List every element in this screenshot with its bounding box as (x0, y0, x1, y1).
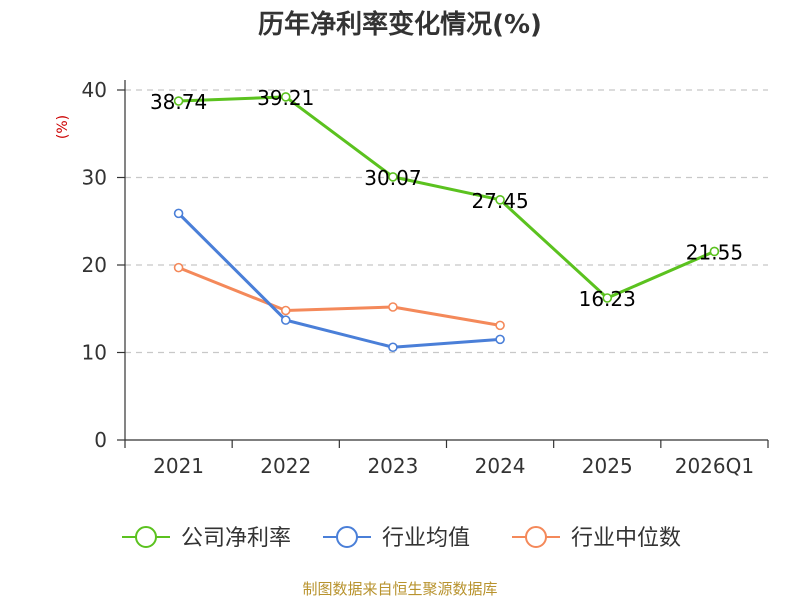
data-point (280, 92, 291, 102)
y-tick-label: 10 (82, 341, 107, 365)
data-label: 39.21 (257, 86, 314, 110)
legend-label: 公司净利率 (181, 526, 291, 551)
legend-label: 行业均值 (382, 526, 470, 551)
data-point (495, 334, 505, 345)
data-point (602, 293, 613, 303)
data-point (388, 302, 398, 312)
x-tick-label: 2026Q1 (675, 454, 754, 478)
data-label: 38.74 (150, 90, 207, 114)
legend-marker (135, 526, 157, 548)
series-line-1 (177, 212, 501, 349)
y-tick-label: 20 (82, 253, 107, 277)
x-tick-label: 2022 (260, 454, 311, 478)
legend-label: 行业中位数 (571, 526, 681, 551)
data-point (280, 305, 291, 316)
x-tick-label: 2024 (475, 454, 526, 478)
data-point (495, 320, 505, 331)
y-tick-label: 30 (82, 166, 107, 190)
grid (125, 89, 768, 354)
series-lines (173, 92, 720, 353)
data-label: 21.55 (686, 240, 743, 264)
legend-marker (336, 526, 358, 548)
data-point (173, 208, 184, 219)
data-point (173, 262, 184, 273)
legend: 公司净利率 行业均值 行业中位数 (122, 526, 681, 551)
data-point (388, 342, 398, 353)
y-axis-unit: (%) (55, 115, 71, 139)
source-note: 制图数据来自恒生聚源数据库 (302, 580, 497, 598)
data-labels: 38.74 39.21 30.07 27.45 16.23 21.55 (150, 86, 743, 311)
y-tick-label: 40 (82, 78, 107, 102)
data-label: 27.45 (471, 189, 528, 213)
data-point (495, 195, 505, 205)
data-point (173, 96, 184, 106)
x-tick-label: 2025 (582, 454, 633, 478)
series-line-0 (178, 95, 716, 300)
x-tick-label: 2021 (153, 454, 204, 478)
data-label: 16.23 (579, 287, 636, 311)
data-point (709, 246, 720, 257)
data-point (280, 315, 291, 325)
series-line-2 (178, 266, 501, 327)
legend-marker (525, 526, 547, 548)
chart-title: 历年净利率变化情况(%) (258, 9, 542, 40)
axes: 0 10 20 30 40 2021 2022 2023 2024 2025 2026Q1 (82, 78, 769, 478)
x-tick-label: 2023 (367, 454, 418, 478)
y-tick-label: 0 (94, 428, 107, 452)
data-point (388, 172, 398, 182)
data-label: 30.07 (364, 166, 421, 190)
